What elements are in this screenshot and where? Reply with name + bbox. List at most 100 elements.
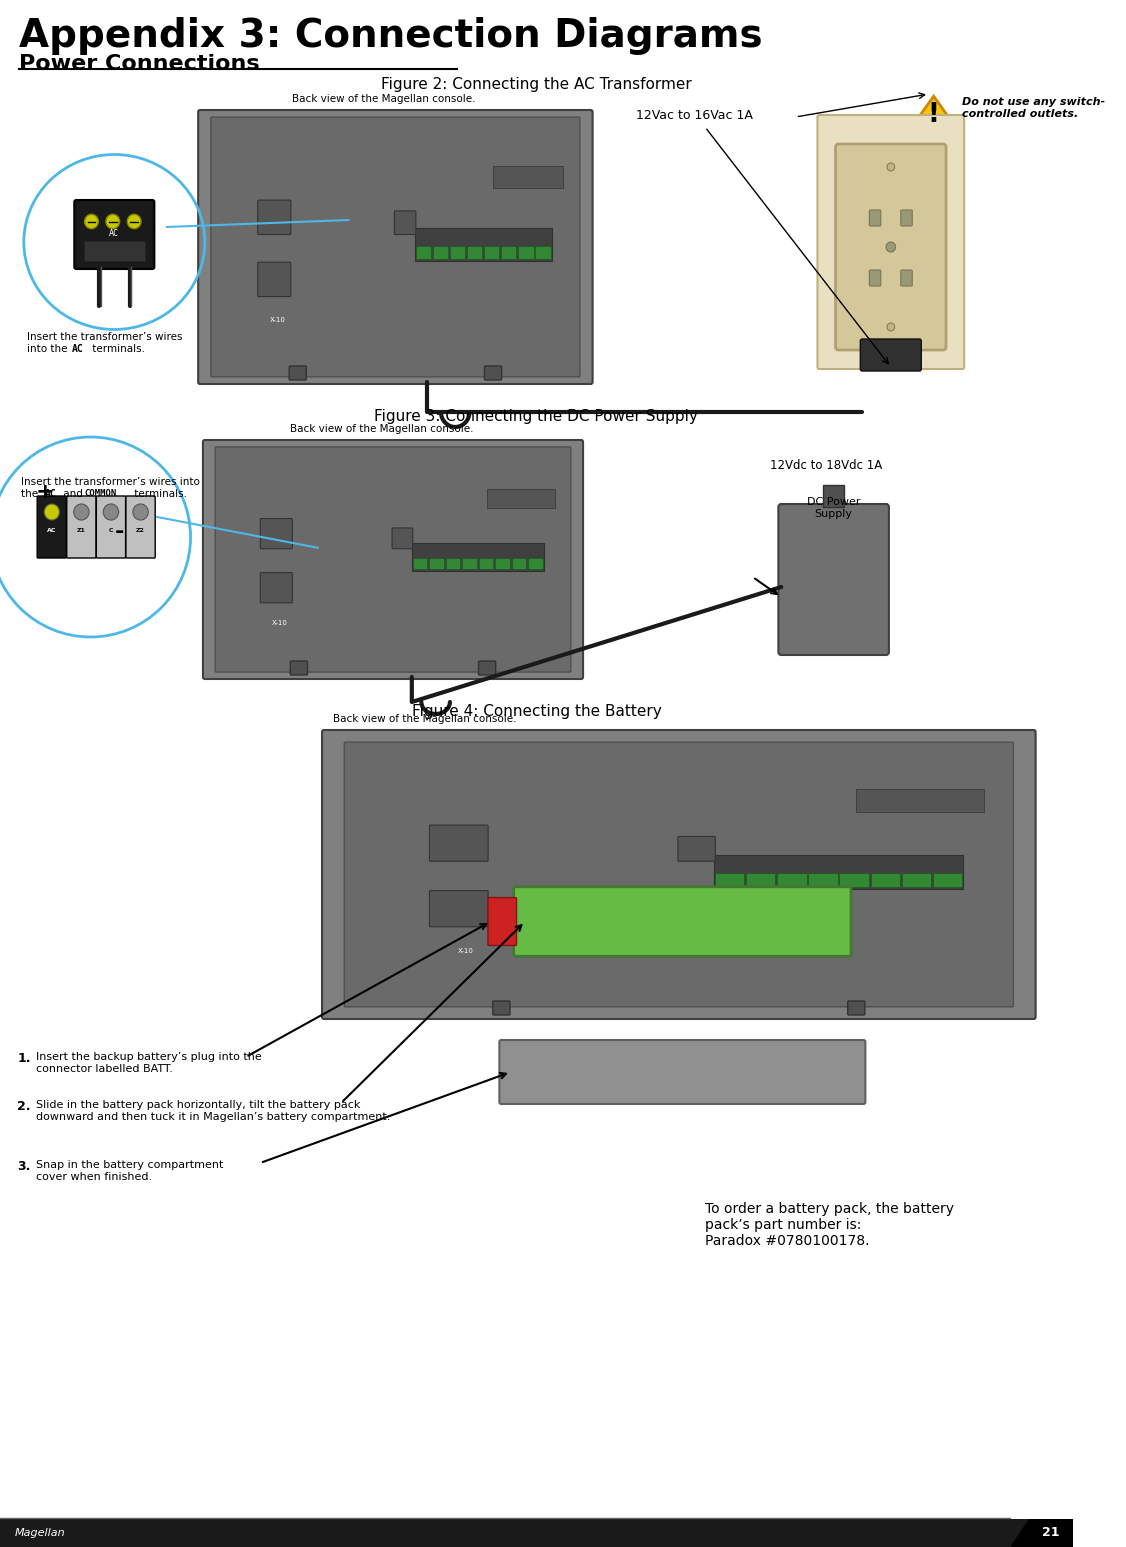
Circle shape bbox=[104, 504, 118, 520]
FancyBboxPatch shape bbox=[808, 873, 838, 886]
FancyBboxPatch shape bbox=[97, 497, 126, 558]
FancyBboxPatch shape bbox=[777, 873, 806, 886]
Text: Do not use any switch-
controlled outlets.: Do not use any switch- controlled outlet… bbox=[963, 97, 1106, 119]
FancyBboxPatch shape bbox=[678, 837, 715, 862]
Circle shape bbox=[887, 162, 895, 172]
Text: AC: AC bbox=[45, 489, 56, 500]
FancyBboxPatch shape bbox=[203, 439, 583, 679]
Circle shape bbox=[106, 215, 119, 229]
FancyBboxPatch shape bbox=[488, 897, 517, 945]
Text: Z2: Z2 bbox=[136, 528, 145, 532]
FancyBboxPatch shape bbox=[258, 261, 291, 297]
Text: Z1: Z1 bbox=[77, 528, 86, 532]
Circle shape bbox=[73, 504, 89, 520]
FancyBboxPatch shape bbox=[392, 528, 413, 549]
FancyBboxPatch shape bbox=[484, 246, 500, 258]
FancyBboxPatch shape bbox=[467, 246, 482, 258]
FancyBboxPatch shape bbox=[415, 246, 431, 258]
Circle shape bbox=[84, 215, 98, 229]
FancyBboxPatch shape bbox=[211, 118, 580, 377]
FancyBboxPatch shape bbox=[902, 873, 931, 886]
Text: Appendix 3: Connection Diagrams: Appendix 3: Connection Diagrams bbox=[19, 17, 762, 56]
Text: and: and bbox=[60, 489, 87, 500]
FancyBboxPatch shape bbox=[429, 825, 489, 862]
Text: 12Vdc to 18Vdc 1A: 12Vdc to 18Vdc 1A bbox=[770, 459, 882, 472]
Text: terminals.: terminals. bbox=[89, 343, 144, 354]
FancyBboxPatch shape bbox=[488, 489, 555, 507]
FancyBboxPatch shape bbox=[848, 1001, 865, 1015]
Text: AC: AC bbox=[47, 528, 56, 532]
Text: into the: into the bbox=[27, 343, 71, 354]
FancyBboxPatch shape bbox=[345, 743, 1013, 1007]
Text: AC: AC bbox=[71, 343, 83, 354]
Text: 21: 21 bbox=[1042, 1527, 1060, 1539]
FancyBboxPatch shape bbox=[501, 246, 517, 258]
FancyBboxPatch shape bbox=[817, 114, 964, 370]
FancyBboxPatch shape bbox=[258, 200, 291, 235]
FancyBboxPatch shape bbox=[414, 227, 552, 260]
FancyBboxPatch shape bbox=[536, 246, 551, 258]
FancyBboxPatch shape bbox=[198, 110, 592, 384]
FancyBboxPatch shape bbox=[495, 558, 510, 569]
FancyBboxPatch shape bbox=[856, 789, 984, 812]
Text: To order a battery pack, the battery
pack’s part number is:
Paradox #0780100178.: To order a battery pack, the battery pac… bbox=[705, 1202, 954, 1248]
Text: Power Connections: Power Connections bbox=[19, 54, 260, 74]
FancyBboxPatch shape bbox=[429, 891, 489, 927]
Text: -: - bbox=[115, 521, 124, 541]
Text: +: + bbox=[35, 483, 54, 501]
Text: 3.: 3. bbox=[17, 1160, 30, 1173]
FancyBboxPatch shape bbox=[479, 661, 495, 674]
FancyBboxPatch shape bbox=[715, 873, 744, 886]
FancyBboxPatch shape bbox=[66, 497, 96, 558]
Text: 2.: 2. bbox=[17, 1100, 30, 1112]
FancyBboxPatch shape bbox=[83, 241, 145, 260]
Text: X-10: X-10 bbox=[272, 620, 288, 627]
Circle shape bbox=[133, 504, 149, 520]
FancyBboxPatch shape bbox=[37, 497, 66, 558]
Text: AC: AC bbox=[109, 229, 119, 238]
FancyBboxPatch shape bbox=[260, 572, 293, 603]
Text: Figure 3: Connecting the DC Power Supply: Figure 3: Connecting the DC Power Supply bbox=[375, 408, 698, 424]
FancyBboxPatch shape bbox=[840, 873, 868, 886]
FancyBboxPatch shape bbox=[835, 144, 946, 350]
FancyBboxPatch shape bbox=[484, 367, 501, 381]
FancyBboxPatch shape bbox=[901, 271, 912, 286]
FancyBboxPatch shape bbox=[860, 339, 921, 371]
Text: C: C bbox=[109, 528, 114, 532]
FancyBboxPatch shape bbox=[518, 246, 534, 258]
FancyBboxPatch shape bbox=[0, 1519, 1073, 1547]
Text: Back view of the Magellan console.: Back view of the Magellan console. bbox=[291, 424, 473, 435]
FancyBboxPatch shape bbox=[446, 558, 461, 569]
Text: !: ! bbox=[928, 102, 939, 128]
Circle shape bbox=[44, 504, 60, 520]
Text: Figure 4: Connecting the Battery: Figure 4: Connecting the Battery bbox=[411, 704, 661, 719]
FancyBboxPatch shape bbox=[462, 558, 476, 569]
FancyBboxPatch shape bbox=[869, 271, 881, 286]
Text: Snap in the battery compartment
cover when finished.: Snap in the battery compartment cover wh… bbox=[36, 1160, 224, 1182]
FancyBboxPatch shape bbox=[714, 854, 963, 888]
Polygon shape bbox=[910, 96, 958, 130]
Circle shape bbox=[887, 323, 895, 331]
FancyBboxPatch shape bbox=[429, 558, 444, 569]
Text: DC Power
Supply: DC Power Supply bbox=[807, 497, 860, 518]
FancyBboxPatch shape bbox=[479, 558, 493, 569]
Text: Slide in the battery pack horizontally, tilt the battery pack
downward and then : Slide in the battery pack horizontally, … bbox=[36, 1100, 391, 1122]
Circle shape bbox=[886, 241, 895, 252]
Text: Magellan: Magellan bbox=[15, 1528, 65, 1538]
FancyBboxPatch shape bbox=[434, 246, 448, 258]
FancyBboxPatch shape bbox=[513, 886, 851, 956]
FancyBboxPatch shape bbox=[869, 210, 881, 226]
Text: Insert the transformer’s wires into: Insert the transformer’s wires into bbox=[21, 476, 199, 487]
Text: X-10: X-10 bbox=[458, 948, 474, 954]
FancyBboxPatch shape bbox=[932, 873, 962, 886]
FancyBboxPatch shape bbox=[493, 166, 563, 187]
FancyBboxPatch shape bbox=[901, 210, 912, 226]
Text: Back view of the Magellan console.: Back view of the Magellan console. bbox=[333, 715, 517, 724]
FancyBboxPatch shape bbox=[322, 730, 1036, 1019]
FancyBboxPatch shape bbox=[747, 873, 776, 886]
FancyBboxPatch shape bbox=[289, 367, 306, 381]
FancyBboxPatch shape bbox=[394, 210, 415, 235]
Polygon shape bbox=[1010, 1519, 1073, 1547]
FancyBboxPatch shape bbox=[291, 661, 307, 674]
FancyBboxPatch shape bbox=[823, 486, 844, 507]
